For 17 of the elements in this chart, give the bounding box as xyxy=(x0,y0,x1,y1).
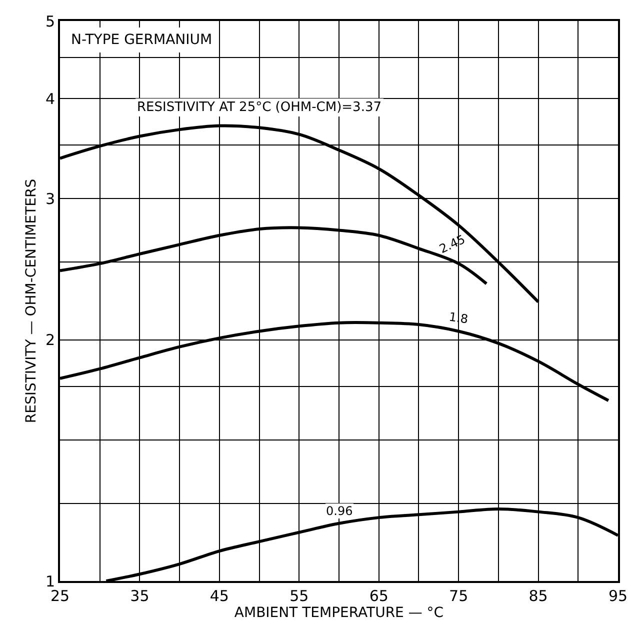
y-tick-label: 5 xyxy=(45,12,55,30)
x-axis-title: AMBIENT TEMPERATURE — °C xyxy=(234,605,444,621)
series-label: RESISTIVITY AT 25°C (OHM-CM)=3.37 xyxy=(137,100,382,115)
x-tick-label: 65 xyxy=(369,587,388,605)
x-tick-label: 85 xyxy=(528,587,548,605)
text: 1.8 xyxy=(448,310,469,326)
text: N-TYPE GERMANIUM xyxy=(71,32,212,48)
x-tick-label: 75 xyxy=(449,587,468,605)
x-tick-label: 95 xyxy=(608,587,628,605)
x-tick-label: 35 xyxy=(130,587,150,605)
y-tick-label: 4 xyxy=(45,90,55,108)
y-tick-label: 2 xyxy=(45,331,55,350)
x-tick-label: 55 xyxy=(290,587,309,605)
y-tick-label: 3 xyxy=(45,190,55,208)
y-axis-title: RESISTIVITY — OHM-CENTIMETERS xyxy=(24,178,40,424)
x-tick-label: 45 xyxy=(210,587,229,605)
series-label: 0.96 xyxy=(326,504,353,518)
